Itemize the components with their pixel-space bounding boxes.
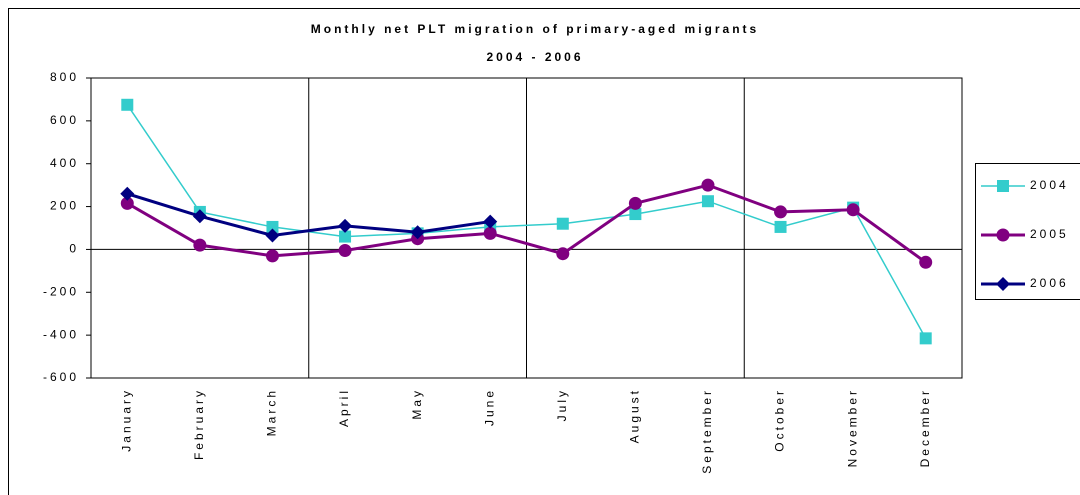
x-tick-label: December (918, 388, 932, 467)
legend-label: 2006 (1030, 276, 1069, 290)
point (121, 98, 134, 111)
y-tick-label: 800 (50, 70, 79, 84)
series-line (126, 183, 927, 264)
point (338, 244, 352, 257)
point (193, 238, 207, 252)
x-tick-label: November (845, 388, 859, 467)
legend-marker (996, 277, 1010, 291)
point (701, 195, 714, 208)
x-tick-label: March (265, 388, 279, 436)
chart-border (8, 8, 1080, 495)
point (120, 186, 135, 201)
x-tick-label: April (337, 388, 351, 427)
legend-marker (996, 228, 1010, 242)
point (265, 249, 279, 263)
y-tick-label: 400 (50, 156, 79, 170)
y-tick-label: 0 (69, 242, 79, 256)
y-tick-label: -200 (43, 284, 79, 298)
x-tick-label: February (192, 388, 206, 460)
point (266, 220, 279, 233)
x-tick-label: May (410, 388, 424, 420)
point (774, 205, 788, 219)
point (483, 226, 497, 240)
legend-label: 2005 (1030, 227, 1069, 241)
x-tick-label: August (628, 388, 642, 443)
legend-label: 2004 (1030, 178, 1069, 192)
point (410, 225, 425, 240)
x-tick-label: January (119, 388, 133, 452)
point (774, 220, 787, 233)
point (919, 255, 933, 269)
y-tick-label: 600 (50, 113, 79, 127)
point (556, 217, 569, 230)
point (556, 247, 570, 261)
point (846, 203, 860, 217)
point (265, 228, 280, 243)
series-line (126, 104, 927, 339)
y-tick-label: 200 (50, 199, 79, 213)
series-line (126, 192, 491, 238)
x-tick-label: July (555, 388, 569, 421)
point (120, 196, 134, 210)
y-tick-label: -400 (43, 327, 79, 341)
legend-marker (997, 180, 1009, 192)
point (192, 209, 207, 224)
point (919, 332, 932, 345)
chart-subtitle: 2004 - 2006 (486, 50, 583, 64)
point (338, 218, 353, 233)
point (701, 178, 715, 192)
point (629, 208, 642, 221)
x-tick-label: June (482, 388, 496, 426)
point (339, 230, 352, 243)
point (483, 214, 498, 229)
x-tick-label: September (700, 388, 714, 474)
x-tick-label: October (773, 388, 787, 452)
y-tick-label: -600 (43, 370, 79, 384)
chart-title: Monthly net PLT migration of primary-age… (311, 22, 759, 36)
point (628, 196, 642, 210)
